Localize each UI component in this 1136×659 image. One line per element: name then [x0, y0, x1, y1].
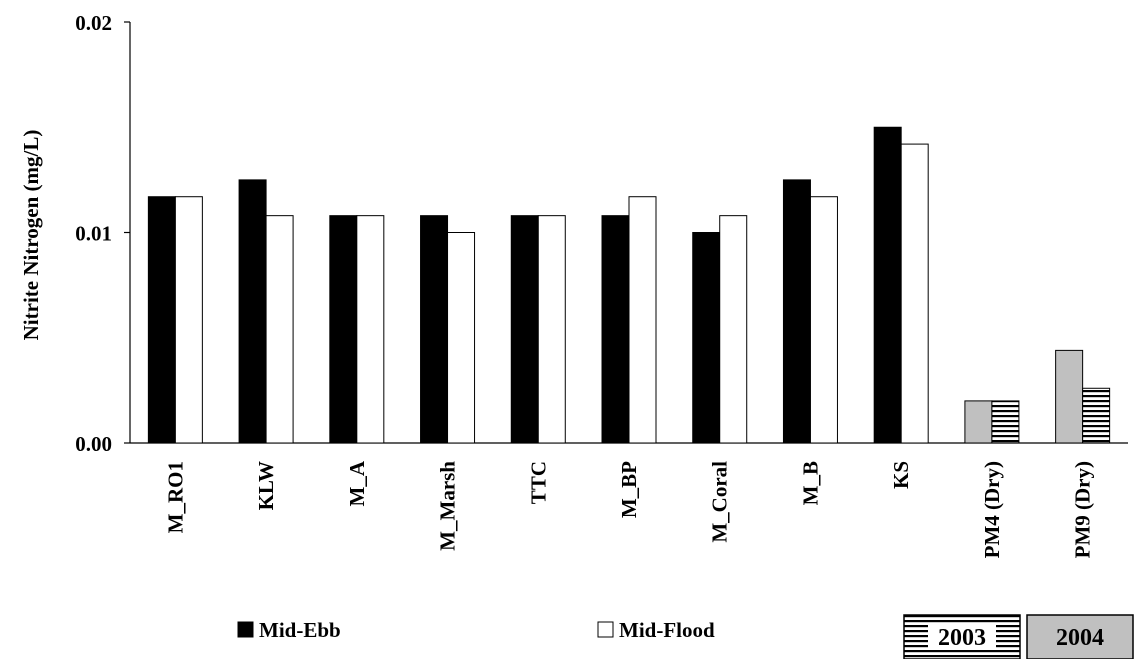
legend-label: Mid-Ebb [259, 618, 341, 642]
bar-mid-ebb [1055, 349, 1084, 444]
year-legend-label: 2003 [938, 625, 986, 651]
bar-mid-ebb [238, 179, 267, 444]
x-tick-label: PM9 (Dry) [1071, 461, 1095, 558]
x-tick-label: M_B [798, 461, 822, 505]
x-tick-label: M_Marsh [436, 461, 460, 551]
legend: Mid-Ebb Mid-Flood 2003 2004 [237, 614, 1134, 659]
bar-mid-flood [628, 196, 657, 444]
bars [147, 126, 1111, 444]
bar-mid-flood [809, 196, 838, 444]
bar-mid-ebb [329, 215, 358, 444]
bar-mid-ebb [147, 196, 176, 444]
bar-mid-flood [719, 215, 748, 444]
x-tick-label: M_RO1 [163, 461, 187, 533]
bar-mid-ebb [964, 400, 993, 444]
x-tick-label: M_Coral [708, 461, 732, 543]
x-tick-labels: M_RO1 KLW M_A M_Marsh TTC M_BP M_Coral M_B KS PM4… [163, 460, 1094, 558]
bar-mid-flood [900, 143, 929, 444]
x-tick-label: KLW [254, 461, 278, 510]
bar-mid-ebb [692, 232, 721, 444]
axes: 0.00 0.01 0.02 [75, 11, 1128, 456]
y-tick-label: 0.02 [75, 11, 112, 35]
bar-mid-flood [356, 215, 385, 444]
legend-swatch [237, 621, 254, 638]
x-tick-label: TTC [526, 461, 550, 504]
bar-mid-ebb [420, 215, 449, 444]
y-tick-label: 0.00 [75, 432, 112, 456]
x-tick-label: PM4 (Dry) [980, 461, 1004, 558]
legend-swatch [597, 621, 614, 638]
y-tick-label: 0.01 [75, 222, 112, 246]
bar-mid-flood [447, 232, 476, 444]
year-legend-box [1026, 614, 1134, 659]
x-tick-label: M_BP [617, 461, 641, 518]
year-label-backdrop [928, 624, 996, 650]
y-axis-label: Nitrite Nitrogen (mg/L) [19, 130, 43, 341]
x-tick-label: M_A [345, 460, 369, 506]
bar-mid-flood [537, 215, 566, 444]
bar-mid-flood [991, 400, 1020, 444]
legend-label: Mid-Flood [619, 618, 715, 642]
bar-mid-flood [174, 196, 203, 444]
bar-mid-ebb [782, 179, 811, 444]
x-tick-label: KS [889, 461, 913, 489]
year-legend-label: 2004 [1056, 625, 1104, 651]
bar-mid-flood [265, 215, 294, 444]
bar-mid-flood [1082, 387, 1111, 444]
bar-mid-ebb [601, 215, 630, 444]
bar-mid-ebb [873, 126, 902, 444]
bar-mid-ebb [510, 215, 539, 444]
